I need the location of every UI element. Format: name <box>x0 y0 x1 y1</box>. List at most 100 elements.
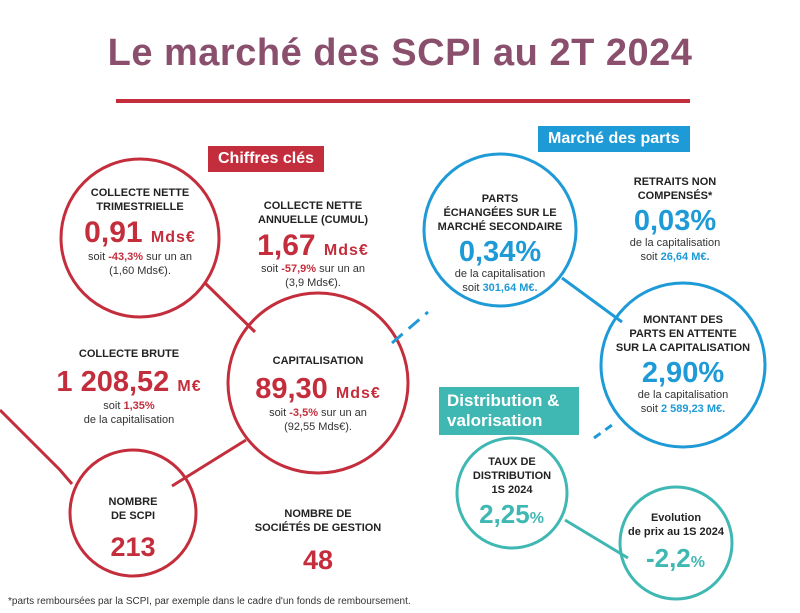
label-line: COLLECTE BRUTE <box>78 348 180 360</box>
value-number: -2,2 <box>645 543 691 573</box>
stat-collecte-nette-trimestrielle: COLLECTE NETTE TRIMESTRIELLE 0,91 Mds€ s… <box>70 186 210 278</box>
sub-bold: 2 589,23 M€. <box>660 403 726 416</box>
label-line: SUR LA CAPITALISATION <box>615 342 751 354</box>
circle-evolution-prix <box>618 485 734 601</box>
tag-marche-parts: Marché des parts <box>538 126 690 152</box>
title-underline <box>116 99 690 103</box>
sub-bold: -57,9% <box>281 262 317 275</box>
sub-text: de la capitalisation <box>83 414 175 427</box>
value-unit: Mds€ <box>335 385 381 402</box>
connector-left-edge <box>0 408 74 485</box>
tag-chiffres-cles: Chiffres clés <box>208 146 325 172</box>
sub-text: de la capitalisation <box>629 237 721 250</box>
value-unit: % <box>529 510 545 527</box>
stat-value: 1,67 Mds€ <box>240 230 386 262</box>
sub-text: (1,60 Mds€). <box>109 264 171 277</box>
sub-bold: 301,64 M€. <box>482 282 538 295</box>
stat-sub: soit 2 589,23 M€. <box>605 402 761 416</box>
sub-text: soit <box>88 250 109 263</box>
circle-parts-echangees <box>422 152 578 308</box>
sub-text: sur un an <box>316 262 365 275</box>
value-number: 89,30 <box>255 373 328 405</box>
stat-nombre-scpi: NOMBRE DE SCPI 213 <box>83 495 183 561</box>
sub-bold: 26,64 M€. <box>660 251 710 264</box>
label-line: TRIMESTRIELLE <box>96 201 184 213</box>
label-line: de prix au 1S 2024 <box>628 526 724 538</box>
value-number: 0,91 <box>84 216 143 249</box>
sub-text: soit <box>269 407 290 420</box>
label-line: MARCHÉ SECONDAIRE <box>437 221 563 233</box>
label-line: DISTRIBUTION <box>472 470 552 482</box>
label-line: MONTANT DES <box>643 314 723 326</box>
stat-nombre-societes: NOMBRE DE SOCIÉTÉS DE GESTION 48 <box>243 507 393 574</box>
label-line: PARTS <box>481 193 519 205</box>
label-line: NOMBRE DE <box>284 508 352 520</box>
label-line: Evolution <box>650 512 702 524</box>
label-line: ÉCHANGÉES SUR LE <box>443 207 557 219</box>
connector-collecte-capitalisation <box>203 281 257 334</box>
sub-text: soit <box>640 403 661 416</box>
stat-collecte-brute: COLLECTE BRUTE 1 208,52 M€ soit 1,35% de… <box>22 347 236 427</box>
stat-value: 0,91 Mds€ <box>70 217 210 249</box>
circle-capitalisation <box>226 291 410 475</box>
sub-text: soit <box>462 282 483 295</box>
circle-montant-parts <box>599 281 767 449</box>
page-title: Le marché des SCPI au 2T 2024 <box>107 32 693 74</box>
stat-montant-parts-attente: MONTANT DES PARTS EN ATTENTE SUR LA CAPI… <box>605 313 761 416</box>
label-line: RETRAITS NON <box>633 176 717 188</box>
label-line: TAUX DE <box>488 456 536 468</box>
stat-retraits-non-compenses: RETRAITS NON COMPENSÉS* 0,03% de la capi… <box>610 175 740 264</box>
stat-sub: soit 301,64 M€. <box>430 281 570 295</box>
value-number: 1,67 <box>257 229 316 262</box>
sub-text: (3,9 Mds€). <box>285 276 341 289</box>
connector-parts-montant <box>561 276 623 324</box>
value-unit: Mds€ <box>323 242 369 259</box>
circle-collecte-nette-trimestrielle <box>59 157 221 319</box>
connector-montant-taux <box>593 423 613 440</box>
sub-bold: 1,35% <box>123 400 155 413</box>
stat-value: 48 <box>302 545 334 575</box>
sub-text: sur un an <box>318 407 367 420</box>
label-line: ANNUELLE (CUMUL) <box>258 214 368 226</box>
stat-value: 213 <box>110 532 156 562</box>
sub-text: de la capitalisation <box>454 268 546 281</box>
stat-sub: soit -3,5% sur un an <box>238 406 398 420</box>
value-unit: M€ <box>177 378 202 395</box>
sub-bold: -43,3% <box>108 250 144 263</box>
stat-value: 0,34% <box>458 236 542 268</box>
sub-text: sur un an <box>143 250 192 263</box>
stat-capitalisation: CAPITALISATION 89,30 Mds€ soit -3,5% sur… <box>238 354 398 434</box>
stat-sub: soit 26,64 M€. <box>610 250 740 264</box>
stat-value: 2,25% <box>467 499 557 529</box>
stat-value: 1 208,52 M€ <box>22 367 236 397</box>
sub-text: (92,55 Mds€). <box>284 421 352 434</box>
stat-sub: soit -43,3% sur un an <box>70 250 210 264</box>
label-line: DE SCPI <box>110 510 155 522</box>
stat-sub: soit 1,35% <box>22 399 236 413</box>
stat-value: 89,30 Mds€ <box>238 374 398 404</box>
stat-taux-distribution: TAUX DE DISTRIBUTION 1S 2024 2,25% <box>467 455 557 528</box>
sub-text: de la capitalisation <box>637 389 729 402</box>
stat-sub: soit -57,9% sur un an <box>240 262 386 276</box>
connector-capitalisation-parts <box>391 310 429 345</box>
stat-parts-echangees: PARTS ÉCHANGÉES SUR LE MARCHÉ SECONDAIRE… <box>430 192 570 295</box>
sub-text: soit <box>640 251 661 264</box>
stat-value: 0,03% <box>633 205 717 237</box>
label-line: COLLECTE NETTE <box>263 200 363 212</box>
sub-text: soit <box>261 262 282 275</box>
footnote: *parts remboursées par la SCPI, par exem… <box>8 596 411 607</box>
value-number: 1 208,52 <box>56 366 170 398</box>
label-line: CAPITALISATION <box>272 355 364 367</box>
label-line: 1S 2024 <box>491 484 533 496</box>
value-number: 2,25 <box>479 499 530 529</box>
circle-nombre-scpi <box>68 448 198 578</box>
label-line: NOMBRE <box>108 496 158 508</box>
value-unit: Mds€ <box>150 229 196 246</box>
stat-value: 2,90% <box>641 357 725 389</box>
stat-evolution-prix: Evolution de prix au 1S 2024 -2,2% <box>621 511 731 572</box>
label-line: COMPENSÉS* <box>637 190 713 202</box>
connector-taux-evolution <box>564 518 629 560</box>
stat-collecte-nette-annuelle: COLLECTE NETTE ANNUELLE (CUMUL) 1,67 Mds… <box>240 199 386 290</box>
sub-text: soit <box>103 400 124 413</box>
